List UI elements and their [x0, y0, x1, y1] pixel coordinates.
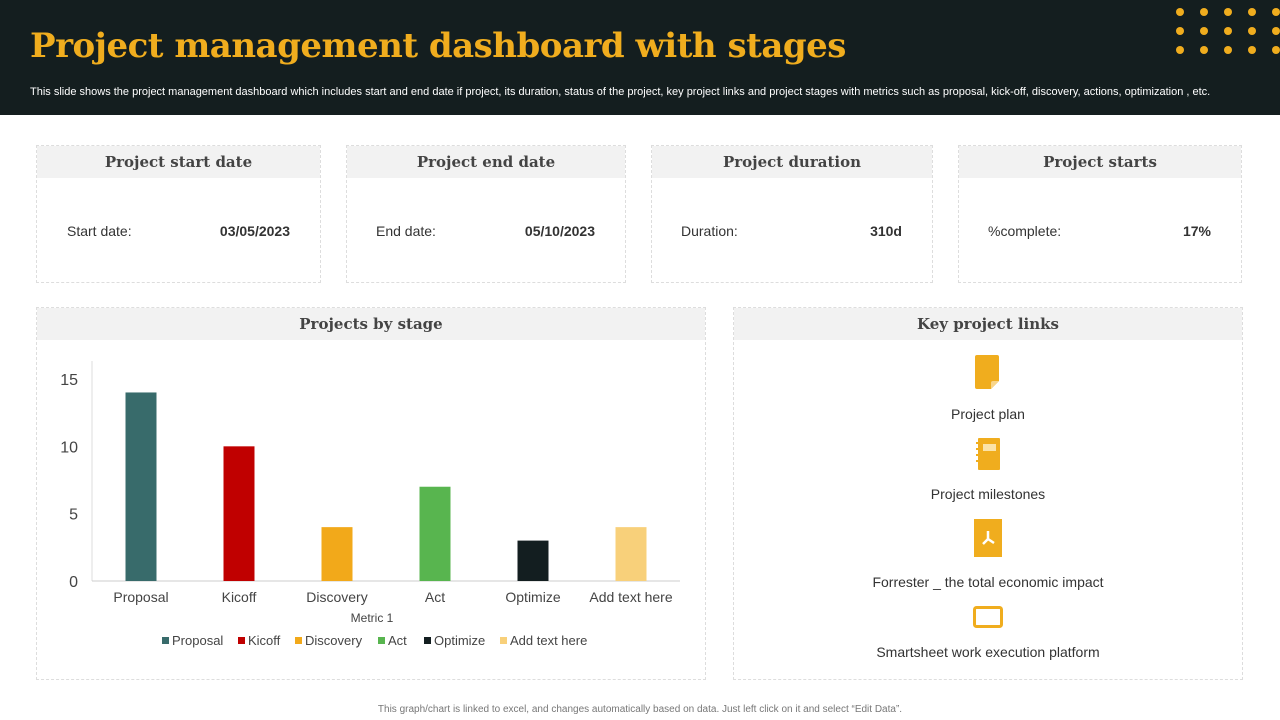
y-tick-label: 15 [60, 372, 78, 389]
card-label: End date: [376, 223, 436, 239]
legend-label: Kicoff [248, 633, 281, 648]
x-tick-label: Proposal [113, 589, 168, 605]
x-tick-label: Kicoff [222, 589, 257, 605]
card-label: %complete: [988, 223, 1062, 239]
legend-label: Add text here [510, 633, 587, 648]
legend-swatch [295, 637, 302, 644]
end-date-card: Project end date End date: 05/10/2023 [346, 145, 626, 283]
card-label: Duration: [681, 223, 738, 239]
card-title: Project start date [37, 146, 320, 178]
x-tick-label: Optimize [505, 589, 560, 605]
card-value: 310d [870, 223, 902, 239]
bar-kicoff[interactable] [223, 446, 255, 581]
screen-icon[interactable] [973, 606, 1003, 628]
card-value: 05/10/2023 [524, 223, 595, 239]
chart-panel: Projects by stage [36, 307, 706, 680]
bar-act[interactable] [419, 486, 451, 581]
bar-optimize[interactable] [517, 540, 549, 581]
notebook-icon[interactable] [976, 438, 1000, 470]
links-panel-title: Key project links [734, 308, 1242, 340]
pdf-icon[interactable] [974, 519, 1002, 557]
legend-swatch [162, 637, 169, 644]
legend-label: Discovery [305, 633, 363, 648]
legend-swatch [238, 637, 245, 644]
y-tick-label: 10 [60, 439, 78, 456]
header: Project management dashboard with stages… [0, 0, 1280, 115]
card-title: Project end date [347, 146, 625, 178]
decorative-dots [1176, 8, 1280, 54]
x-axis-title: Metric 1 [351, 611, 394, 625]
start-date-card: Project start date Start date: 03/05/202… [36, 145, 321, 283]
progress-card: Project starts %complete: 17% [958, 145, 1242, 283]
y-tick-label: 5 [69, 507, 78, 524]
card-title: Project duration [652, 146, 932, 178]
card-value: 03/05/2023 [219, 223, 290, 239]
link-project-milestones[interactable]: Project milestones [930, 486, 1046, 502]
x-tick-label: Act [425, 589, 445, 605]
page-title: Project management dashboard with stages [30, 26, 846, 66]
bar-add-text-here[interactable] [615, 527, 647, 581]
duration-card: Project duration Duration: 310d [651, 145, 933, 283]
link-forrester[interactable]: Forrester _ the total economic impact [872, 574, 1104, 590]
page-subtitle: This slide shows the project management … [30, 86, 1211, 98]
links-panel: Key project links Project plan Project m… [733, 307, 1243, 680]
bar-proposal[interactable] [125, 392, 157, 581]
bar-discovery[interactable] [321, 527, 353, 581]
chart-panel-title: Projects by stage [37, 308, 705, 340]
legend-label: Optimize [434, 633, 485, 648]
x-tick-label: Add text here [589, 589, 672, 605]
legend-swatch [424, 637, 431, 644]
link-smartsheet[interactable]: Smartsheet work execution platform [876, 644, 1100, 660]
x-tick-label: Discovery [306, 589, 367, 605]
legend-label: Act [388, 633, 407, 648]
card-label: Start date: [67, 223, 132, 239]
footer-note: This graph/chart is linked to excel, and… [377, 704, 903, 715]
legend-label: Proposal [172, 633, 223, 648]
legend-swatch [500, 637, 507, 644]
card-value: 17% [1182, 223, 1211, 239]
document-icon[interactable] [975, 355, 1001, 391]
link-project-plan[interactable]: Project plan [951, 406, 1025, 422]
y-tick-label: 0 [69, 574, 78, 591]
card-title: Project starts [959, 146, 1241, 178]
legend-swatch [378, 637, 385, 644]
